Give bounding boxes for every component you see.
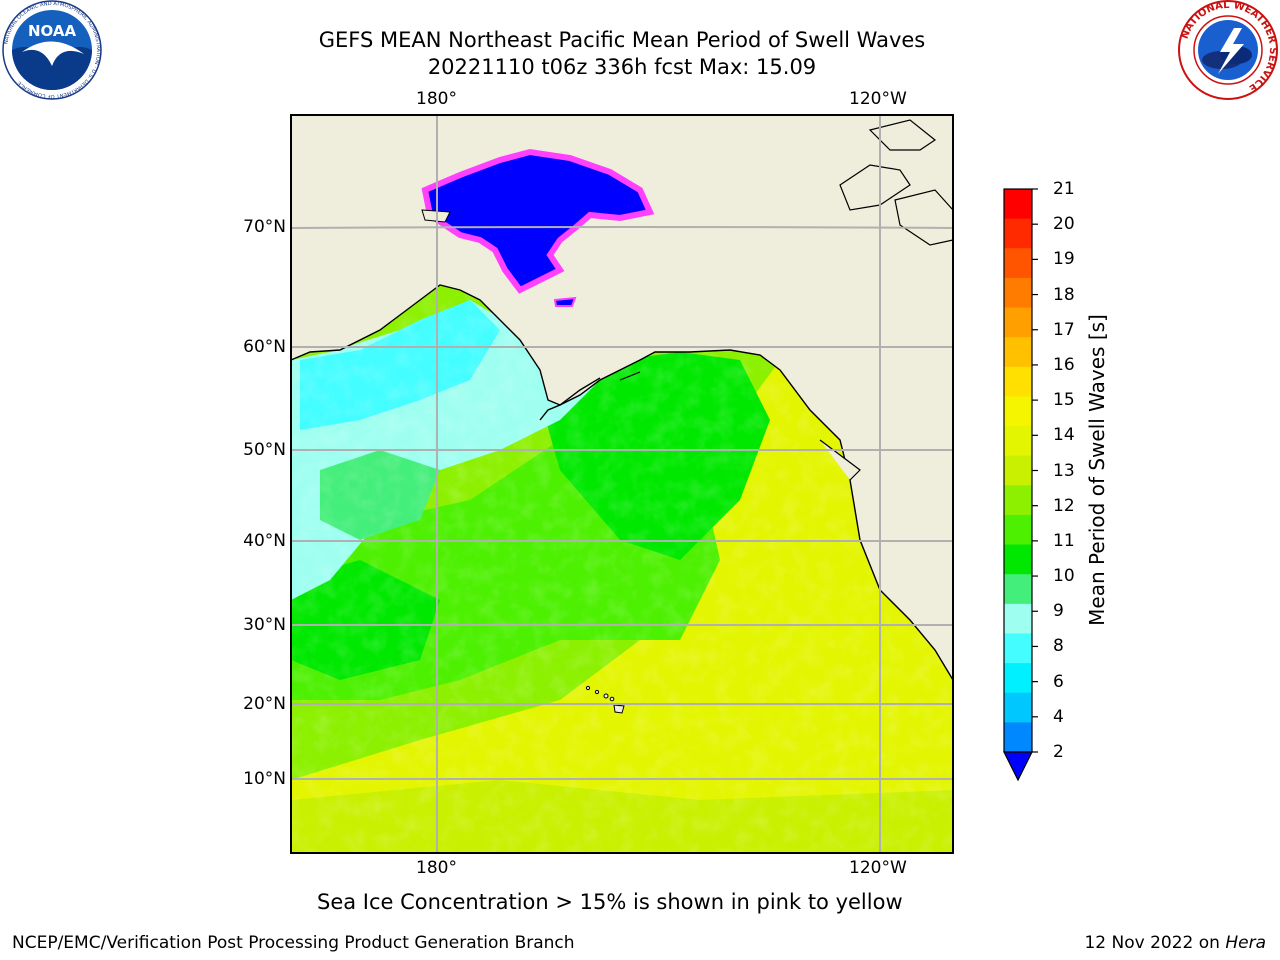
hawaiian-islands (585, 685, 625, 714)
sea-ice-fragment (553, 296, 577, 307)
colorbar-tick-label: 4 (1053, 706, 1064, 727)
colorbar-tick-label: 10 (1053, 566, 1075, 587)
credit-host: Hera (1225, 933, 1266, 953)
map-area (291, 115, 953, 853)
colorbar-segment (1004, 603, 1032, 634)
noaa-logo: NOAA NATIONAL OCEANIC AND ATMOSPHERIC AD… (2, 0, 102, 100)
colorbar-tick-label: 2 (1053, 742, 1064, 762)
colorbar-segment (1004, 426, 1032, 457)
noaa-logo-text: NOAA (28, 22, 77, 40)
lat-label-10n: 10°N (243, 769, 286, 789)
land-mass (291, 115, 953, 682)
credit-date-text: 12 Nov 2022 on (1084, 933, 1220, 953)
colorbar-segment (1004, 514, 1032, 546)
colorbar-segment (1004, 248, 1032, 279)
colorbar-segment (1004, 366, 1032, 397)
colorbar-tick-label: 21 (1053, 179, 1075, 199)
arctic-island-2 (868, 119, 937, 151)
arctic-island-1 (839, 164, 911, 211)
colorbar (1004, 188, 1038, 753)
lon-label-top-120w: 120°W (849, 89, 907, 109)
colorbar-frame (1003, 188, 1033, 753)
lat-label-40n: 40°N (243, 531, 286, 551)
colorbar-segment (1004, 663, 1032, 694)
colorbar-segment (1004, 277, 1032, 309)
colorbar-tick-label: 12 (1053, 495, 1075, 516)
alaska-peninsula (539, 377, 601, 421)
colorbar-tick-label: 14 (1053, 425, 1075, 446)
colorbar-segment (1004, 396, 1032, 427)
credit-branch: NCEP/EMC/Verification Post Processing Pr… (12, 933, 575, 953)
colorbar-tick-label: 19 (1053, 249, 1075, 270)
colorbar-segment (1004, 455, 1032, 486)
kodiak-island (619, 371, 641, 381)
colorbar-label: Mean Period of Swell Waves [s] (1085, 314, 1109, 626)
map-subtitle: 20221110 t06z 336h fcst Max: 15.09 (427, 55, 817, 79)
colorbar-tick-label: 16 (1053, 354, 1075, 375)
sea-ice-region (421, 148, 655, 294)
colorbar-tick-label: 18 (1053, 284, 1075, 305)
lon-label-top-180: 180° (416, 89, 457, 109)
lat-label-70n: 70°N (243, 217, 286, 237)
lat-label-20n: 20°N (243, 694, 286, 714)
colorbar-segment (1004, 722, 1032, 753)
colorbar-tick-label: 8 (1053, 636, 1064, 657)
colorbar-segment (1004, 189, 1032, 220)
colorbar-segment (1004, 485, 1032, 516)
lat-label-60n: 60°N (243, 337, 286, 357)
colorbar-tick-label: 15 (1053, 390, 1075, 411)
colorbar-segment (1004, 633, 1032, 664)
lon-label-bottom-180: 180° (416, 858, 457, 878)
map-frame (290, 114, 954, 854)
lat-label-50n: 50°N (243, 440, 286, 460)
arctic-island-3 (894, 189, 953, 246)
colorbar-segment (1004, 218, 1032, 249)
colorbar-tick-label: 17 (1053, 319, 1075, 340)
graticule (291, 115, 953, 853)
lon-label-bottom-120w: 120°W (849, 858, 907, 878)
sea-ice-note: Sea Ice Concentration > 15% is shown in … (317, 890, 903, 914)
colorbar-segment (1004, 544, 1032, 575)
colorbar-tick-label: 9 (1053, 601, 1064, 622)
colorbar-extend-arrow (1003, 751, 1033, 782)
colorbar-tick-label: 20 (1053, 214, 1075, 235)
colorbar-segment (1004, 337, 1032, 368)
colorbar-tick-label: 6 (1053, 671, 1064, 692)
colorbar-segment (1004, 574, 1032, 605)
lat-label-30n: 30°N (243, 615, 286, 635)
nws-logo: NATIONAL WEATHER SERVICE (1178, 0, 1278, 100)
colorbar-segment (1004, 692, 1032, 723)
colorbar-segment (1004, 307, 1032, 338)
colorbar-tick-label: 11 (1053, 530, 1075, 551)
colorbar-tick-label: 13 (1053, 460, 1075, 481)
credit-date: 12 Nov 2022 on Hera (1084, 933, 1266, 953)
map-title: GEFS MEAN Northeast Pacific Mean Period … (318, 28, 926, 52)
